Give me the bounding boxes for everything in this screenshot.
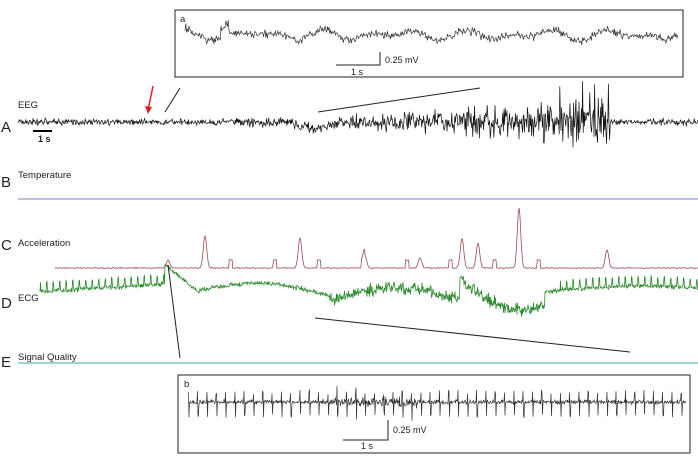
- zoom-line: [167, 264, 181, 359]
- time-scale: 1 s: [361, 441, 374, 451]
- trace-line: [17, 81, 698, 148]
- acceleration-trace: [54, 207, 698, 270]
- row-label: Acceleration: [18, 238, 70, 249]
- trace-line: [39, 264, 698, 317]
- scale-bar: [343, 420, 389, 441]
- inset-letter: a: [180, 14, 186, 25]
- eeg-trace: [17, 81, 698, 148]
- amplitude-scale: 0.25 mV: [385, 55, 419, 65]
- inset-a-box: [174, 9, 684, 78]
- ecg-trace: [39, 264, 698, 317]
- amplitude-scale: 0.25 mV: [393, 425, 427, 435]
- zoom-line: [314, 317, 631, 353]
- row-letter: A: [1, 119, 11, 136]
- arrow: [147, 85, 154, 111]
- row-letter: C: [1, 237, 12, 254]
- row-label: Temperature: [18, 170, 71, 181]
- inset-b-box: [177, 374, 691, 454]
- zoom-line: [317, 87, 481, 113]
- trace-line: [187, 385, 687, 421]
- row-letter: B: [1, 174, 11, 191]
- row-label: ECG: [18, 293, 39, 304]
- arrowhead: [145, 106, 152, 114]
- inset-letter: b: [184, 379, 189, 390]
- row-letter: D: [1, 295, 12, 312]
- trace-line: [184, 20, 679, 46]
- row-label: EEG: [18, 100, 38, 111]
- scale-bar: [336, 52, 381, 66]
- eeg-scale: 1 s: [38, 134, 51, 144]
- inset-b-trace: [187, 385, 687, 421]
- row-letter: E: [1, 354, 11, 371]
- zoom-line: [164, 87, 181, 113]
- trace-line: [54, 207, 698, 270]
- inset-a-trace: [184, 20, 679, 46]
- row-label: Signal Quality: [18, 352, 77, 363]
- time-scale: 1 s: [351, 67, 364, 77]
